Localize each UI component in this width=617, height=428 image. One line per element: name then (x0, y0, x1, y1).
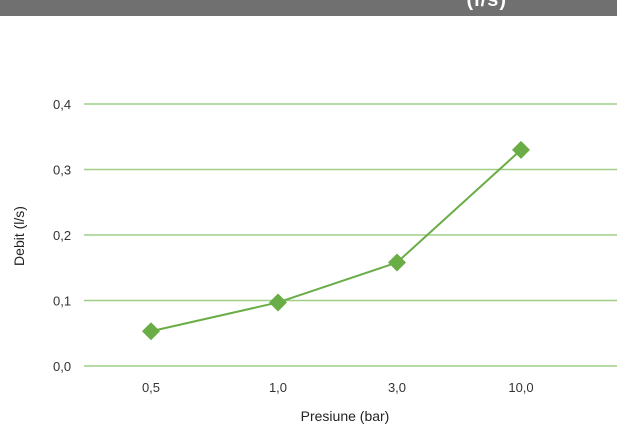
x-tick-label: 10,0 (508, 380, 533, 395)
y-tick-label: 0,4 (53, 97, 71, 112)
x-axis-label: Presiune (bar) (301, 408, 390, 424)
data-point-marker (388, 253, 406, 272)
x-tick-label: 3,0 (388, 380, 406, 395)
y-axis-label: Debit (l/s) (11, 206, 27, 266)
data-point-marker (269, 293, 287, 312)
y-tick-label: 0,3 (53, 163, 71, 178)
series-line (150, 149, 522, 333)
y-tick-label: 0,0 (53, 359, 71, 374)
x-tick-label: 0,5 (142, 380, 160, 395)
x-tick-label: 1,0 (269, 380, 287, 395)
y-tick-label: 0,1 (53, 294, 71, 309)
x-tick-labels: 0,5 1,0 3,0 10,0 (142, 380, 534, 395)
y-tick-label: 0,2 (53, 228, 71, 243)
header-bar: (l/s) (0, 0, 617, 16)
data-point-marker (512, 140, 530, 159)
gridlines (84, 103, 617, 367)
series-layer (142, 140, 530, 341)
header-title-fragment: (l/s) (466, 0, 507, 11)
y-tick-labels: 0,0 0,1 0,2 0,3 0,4 (53, 97, 71, 374)
data-point-marker (142, 322, 160, 341)
